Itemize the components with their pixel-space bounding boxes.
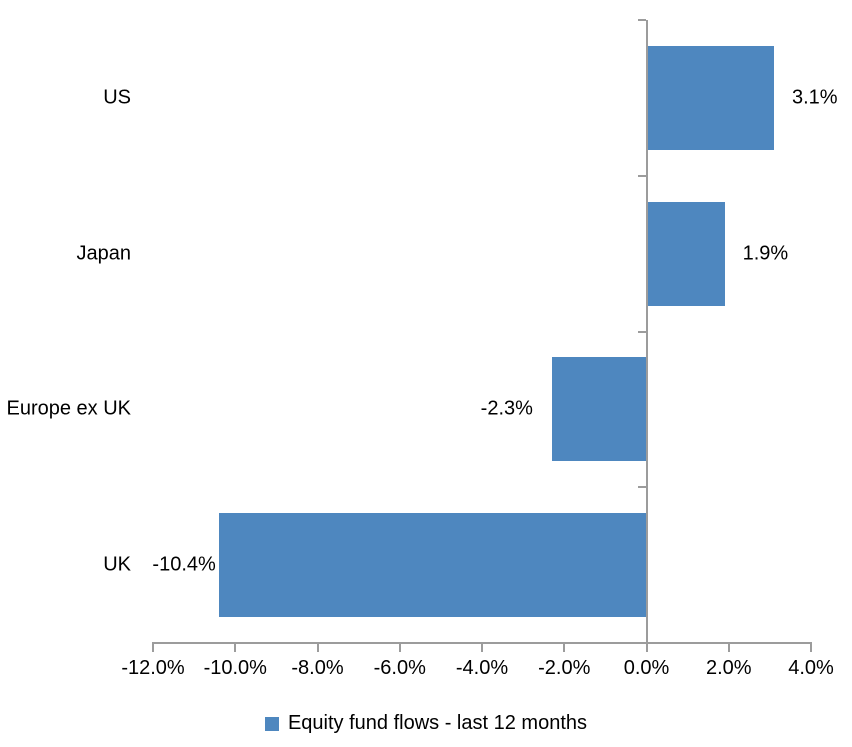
x-tick <box>645 642 648 652</box>
x-tick <box>481 642 483 652</box>
x-tick <box>810 642 812 652</box>
legend: Equity fund flows - last 12 months <box>0 712 852 735</box>
value-label: -2.3% <box>480 397 533 420</box>
y-tick <box>637 174 646 177</box>
x-tick <box>316 642 319 652</box>
bar <box>218 513 647 618</box>
value-label: -10.4% <box>152 553 216 576</box>
y-tick <box>637 19 646 21</box>
x-tick-label: 0.0% <box>623 657 670 679</box>
y-tick <box>637 330 646 333</box>
category-label: US <box>103 86 131 109</box>
category-label: UK <box>103 553 131 576</box>
bar <box>551 357 647 462</box>
value-label: 1.9% <box>742 242 789 265</box>
x-tick-label: -2.0% <box>538 657 591 679</box>
y-axis-line <box>645 20 648 643</box>
x-tick-label: 2.0% <box>705 657 752 679</box>
bar <box>646 201 725 306</box>
x-tick <box>563 642 566 652</box>
x-tick <box>234 642 237 652</box>
x-tick-label: 4.0% <box>788 657 834 679</box>
category-label: Europe ex UK <box>6 397 131 420</box>
legend-marker <box>264 716 279 731</box>
bar <box>646 45 774 150</box>
y-tick <box>637 486 646 489</box>
x-tick-label: -8.0% <box>291 657 344 679</box>
legend-label: Equity fund flows - last 12 months <box>287 712 588 734</box>
category-label: Japan <box>76 242 132 265</box>
x-tick-label: -10.0% <box>203 657 267 679</box>
x-tick <box>727 642 730 652</box>
x-tick-label: -6.0% <box>373 657 426 679</box>
x-tick-label: -4.0% <box>455 657 509 679</box>
x-tick-label: -12.0% <box>121 657 185 679</box>
x-tick <box>398 642 401 652</box>
value-label: 3.1% <box>791 86 838 109</box>
x-tick <box>152 642 154 652</box>
